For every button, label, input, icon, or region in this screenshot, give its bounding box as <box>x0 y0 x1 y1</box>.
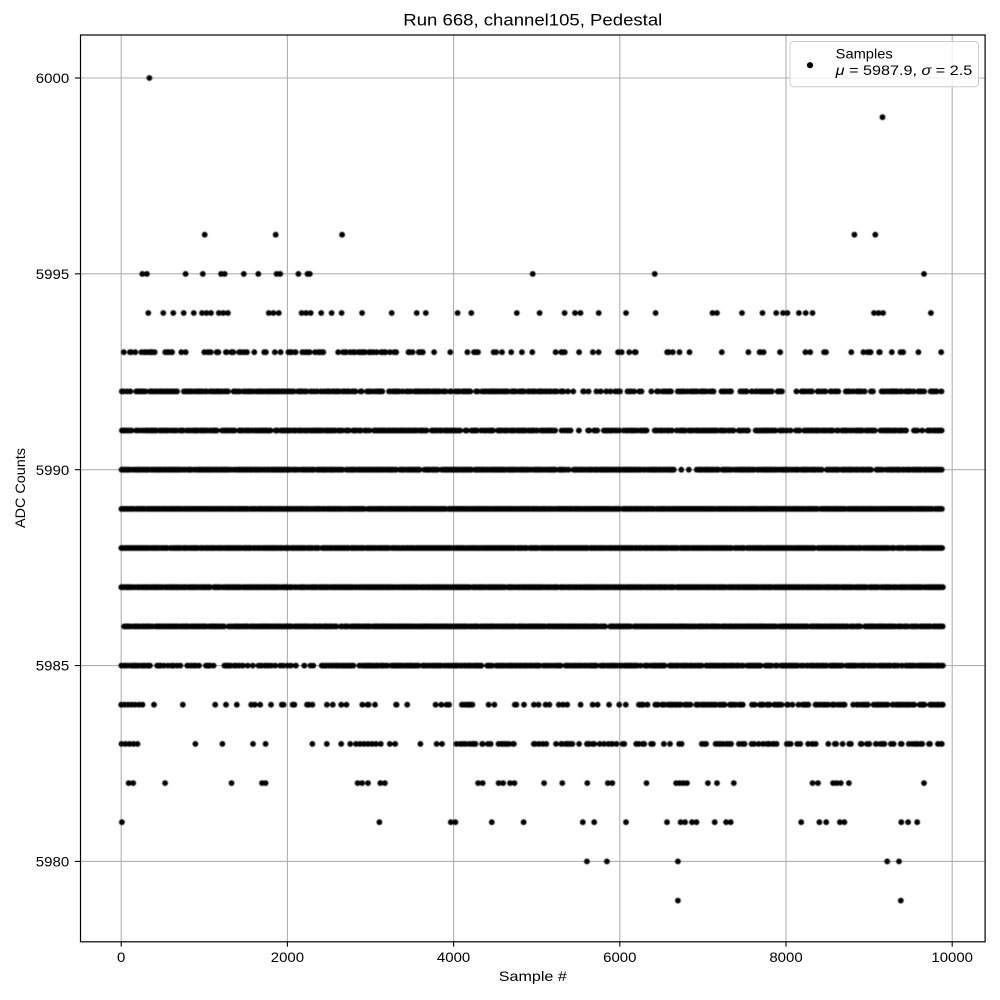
svg-text:0: 0 <box>117 949 126 965</box>
svg-text:Sample #: Sample # <box>499 968 567 984</box>
svg-text:5990: 5990 <box>36 462 70 478</box>
svg-text:5980: 5980 <box>36 854 70 870</box>
svg-text:5985: 5985 <box>36 658 70 674</box>
svg-text:10000: 10000 <box>931 949 973 965</box>
svg-text:Samples: Samples <box>836 46 893 62</box>
svg-text:6000: 6000 <box>603 949 637 965</box>
svg-text:8000: 8000 <box>769 949 803 965</box>
svg-text:4000: 4000 <box>437 949 471 965</box>
svg-text:5995: 5995 <box>36 266 70 282</box>
svg-text:6000: 6000 <box>36 70 70 86</box>
svg-text:2000: 2000 <box>271 949 305 965</box>
svg-text:ADC Counts: ADC Counts <box>12 448 28 528</box>
svg-text:μ = 5987.9, σ = 2.5: μ = 5987.9, σ = 2.5 <box>835 62 973 78</box>
svg-text:Run 668, channel105, Pedestal: Run 668, channel105, Pedestal <box>403 11 662 30</box>
